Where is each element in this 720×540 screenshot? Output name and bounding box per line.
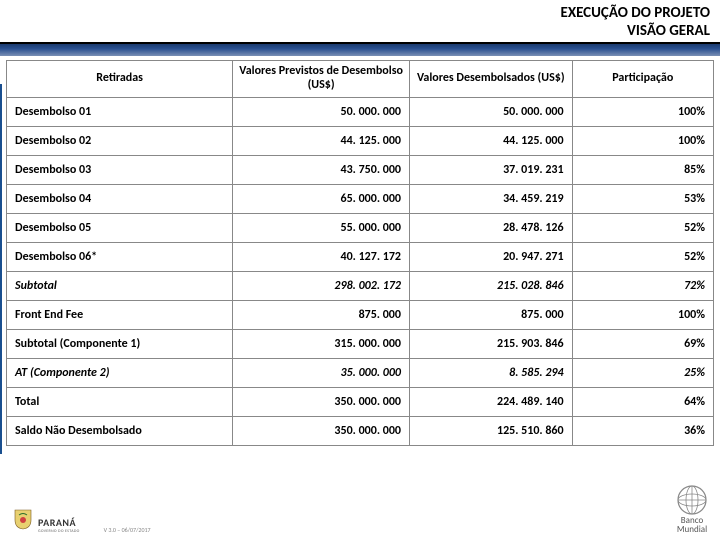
- cell-previsto: 875. 000: [233, 300, 410, 329]
- header-band: [0, 44, 720, 56]
- cell-part: 72%: [572, 271, 713, 300]
- cell-part: 64%: [572, 387, 713, 416]
- table-row: Saldo Não Desembolsado350. 000. 000125. …: [7, 416, 714, 445]
- cell-part: 100%: [572, 126, 713, 155]
- col-desembolsados: Valores Desembolsados (US$): [409, 61, 572, 98]
- cell-previsto: 43. 750. 000: [233, 155, 410, 184]
- cell-part: 52%: [572, 213, 713, 242]
- cell-label: Desembolso 04: [7, 184, 233, 213]
- table-row: Desembolso 0343. 750. 00037. 019. 23185%: [7, 155, 714, 184]
- table-row: AT (Componente 2)35. 000. 0008. 585. 294…: [7, 358, 714, 387]
- cell-label: Desembolso 02: [7, 126, 233, 155]
- header-line1: EXECUÇÃO DO PROJETO: [0, 4, 710, 22]
- cell-previsto: 65. 000. 000: [233, 184, 410, 213]
- cell-desembolsado: 20. 947. 271: [409, 242, 572, 271]
- table-row: Total350. 000. 000224. 489. 14064%: [7, 387, 714, 416]
- cell-previsto: 44. 125. 000: [233, 126, 410, 155]
- wb-line2: Mundial: [677, 525, 707, 534]
- cell-label: AT (Componente 2): [7, 358, 233, 387]
- footer: PARANÁ GOVERNO DO ESTADO V 3.0 – 06/07/2…: [0, 484, 720, 534]
- parana-text-block: PARANÁ GOVERNO DO ESTADO: [38, 516, 80, 534]
- cell-label: Total: [7, 387, 233, 416]
- cell-previsto: 350. 000. 000: [233, 387, 410, 416]
- cell-previsto: 315. 000. 000: [233, 329, 410, 358]
- cell-previsto: 35. 000. 000: [233, 358, 410, 387]
- crest-icon: [13, 508, 33, 530]
- header-line2: VISÃO GERAL: [0, 22, 710, 40]
- cell-previsto: 298. 002. 172: [233, 271, 410, 300]
- table-row: Front End Fee875. 000875. 000100%: [7, 300, 714, 329]
- cell-previsto: 50. 000. 000: [233, 97, 410, 126]
- cell-part: 53%: [572, 184, 713, 213]
- cell-desembolsado: 34. 459. 219: [409, 184, 572, 213]
- parana-sublabel: GOVERNO DO ESTADO: [38, 529, 80, 534]
- table-row: Subtotal298. 002. 172215. 028. 84672%: [7, 271, 714, 300]
- cell-part: 52%: [572, 242, 713, 271]
- desembolso-table: Retiradas Valores Previstos de Desembols…: [6, 60, 714, 446]
- left-stripe: [0, 84, 2, 454]
- parana-label: PARANÁ: [38, 516, 80, 529]
- table-row: Desembolso 0150. 000. 00050. 000. 000100…: [7, 97, 714, 126]
- cell-desembolsado: 50. 000. 000: [409, 97, 572, 126]
- cell-previsto: 55. 000. 000: [233, 213, 410, 242]
- table-row: Desembolso 0555. 000. 00028. 478. 12652%: [7, 213, 714, 242]
- version-label: V 3.0 – 06/07/2017: [104, 526, 151, 534]
- world-bank-icon: [676, 484, 708, 516]
- cell-part: 85%: [572, 155, 713, 184]
- cell-desembolsado: 28. 478. 126: [409, 213, 572, 242]
- cell-desembolsado: 215. 028. 846: [409, 271, 572, 300]
- cell-part: 100%: [572, 97, 713, 126]
- cell-part: 25%: [572, 358, 713, 387]
- cell-previsto: 350. 000. 000: [233, 416, 410, 445]
- cell-label: Subtotal (Componente 1): [7, 329, 233, 358]
- table-row: Desembolso 06*40. 127. 17220. 947. 27152…: [7, 242, 714, 271]
- table-row: Desembolso 0244. 125. 00044. 125. 000100…: [7, 126, 714, 155]
- cell-label: Desembolso 03: [7, 155, 233, 184]
- cell-part: 69%: [572, 329, 713, 358]
- cell-label: Desembolso 01: [7, 97, 233, 126]
- cell-desembolsado: 215. 903. 846: [409, 329, 572, 358]
- footer-left: PARANÁ GOVERNO DO ESTADO V 3.0 – 06/07/2…: [12, 508, 151, 534]
- cell-desembolsado: 875. 000: [409, 300, 572, 329]
- cell-part: 36%: [572, 416, 713, 445]
- col-participacao: Participação: [572, 61, 713, 98]
- table-container: Retiradas Valores Previstos de Desembols…: [6, 60, 714, 446]
- page-header: EXECUÇÃO DO PROJETO VISÃO GERAL: [0, 0, 720, 44]
- col-previstos: Valores Previstos de Desembolso (US$): [233, 61, 410, 98]
- cell-desembolsado: 125. 510. 860: [409, 416, 572, 445]
- cell-label: Desembolso 05: [7, 213, 233, 242]
- cell-desembolsado: 8. 585. 294: [409, 358, 572, 387]
- cell-label: Saldo Não Desembolsado: [7, 416, 233, 445]
- col-retiradas: Retiradas: [7, 61, 233, 98]
- footer-right: Banco Mundial: [676, 484, 708, 534]
- cell-label: Subtotal: [7, 271, 233, 300]
- cell-desembolsado: 224. 489. 140: [409, 387, 572, 416]
- table-row: Desembolso 0465. 000. 00034. 459. 21953%: [7, 184, 714, 213]
- cell-label: Desembolso 06*: [7, 242, 233, 271]
- table-header-row: Retiradas Valores Previstos de Desembols…: [7, 61, 714, 98]
- cell-part: 100%: [572, 300, 713, 329]
- table-row: Subtotal (Componente 1)315. 000. 000215.…: [7, 329, 714, 358]
- cell-desembolsado: 37. 019. 231: [409, 155, 572, 184]
- cell-desembolsado: 44. 125. 000: [409, 126, 572, 155]
- cell-previsto: 40. 127. 172: [233, 242, 410, 271]
- cell-label: Front End Fee: [7, 300, 233, 329]
- parana-logo: [12, 508, 34, 534]
